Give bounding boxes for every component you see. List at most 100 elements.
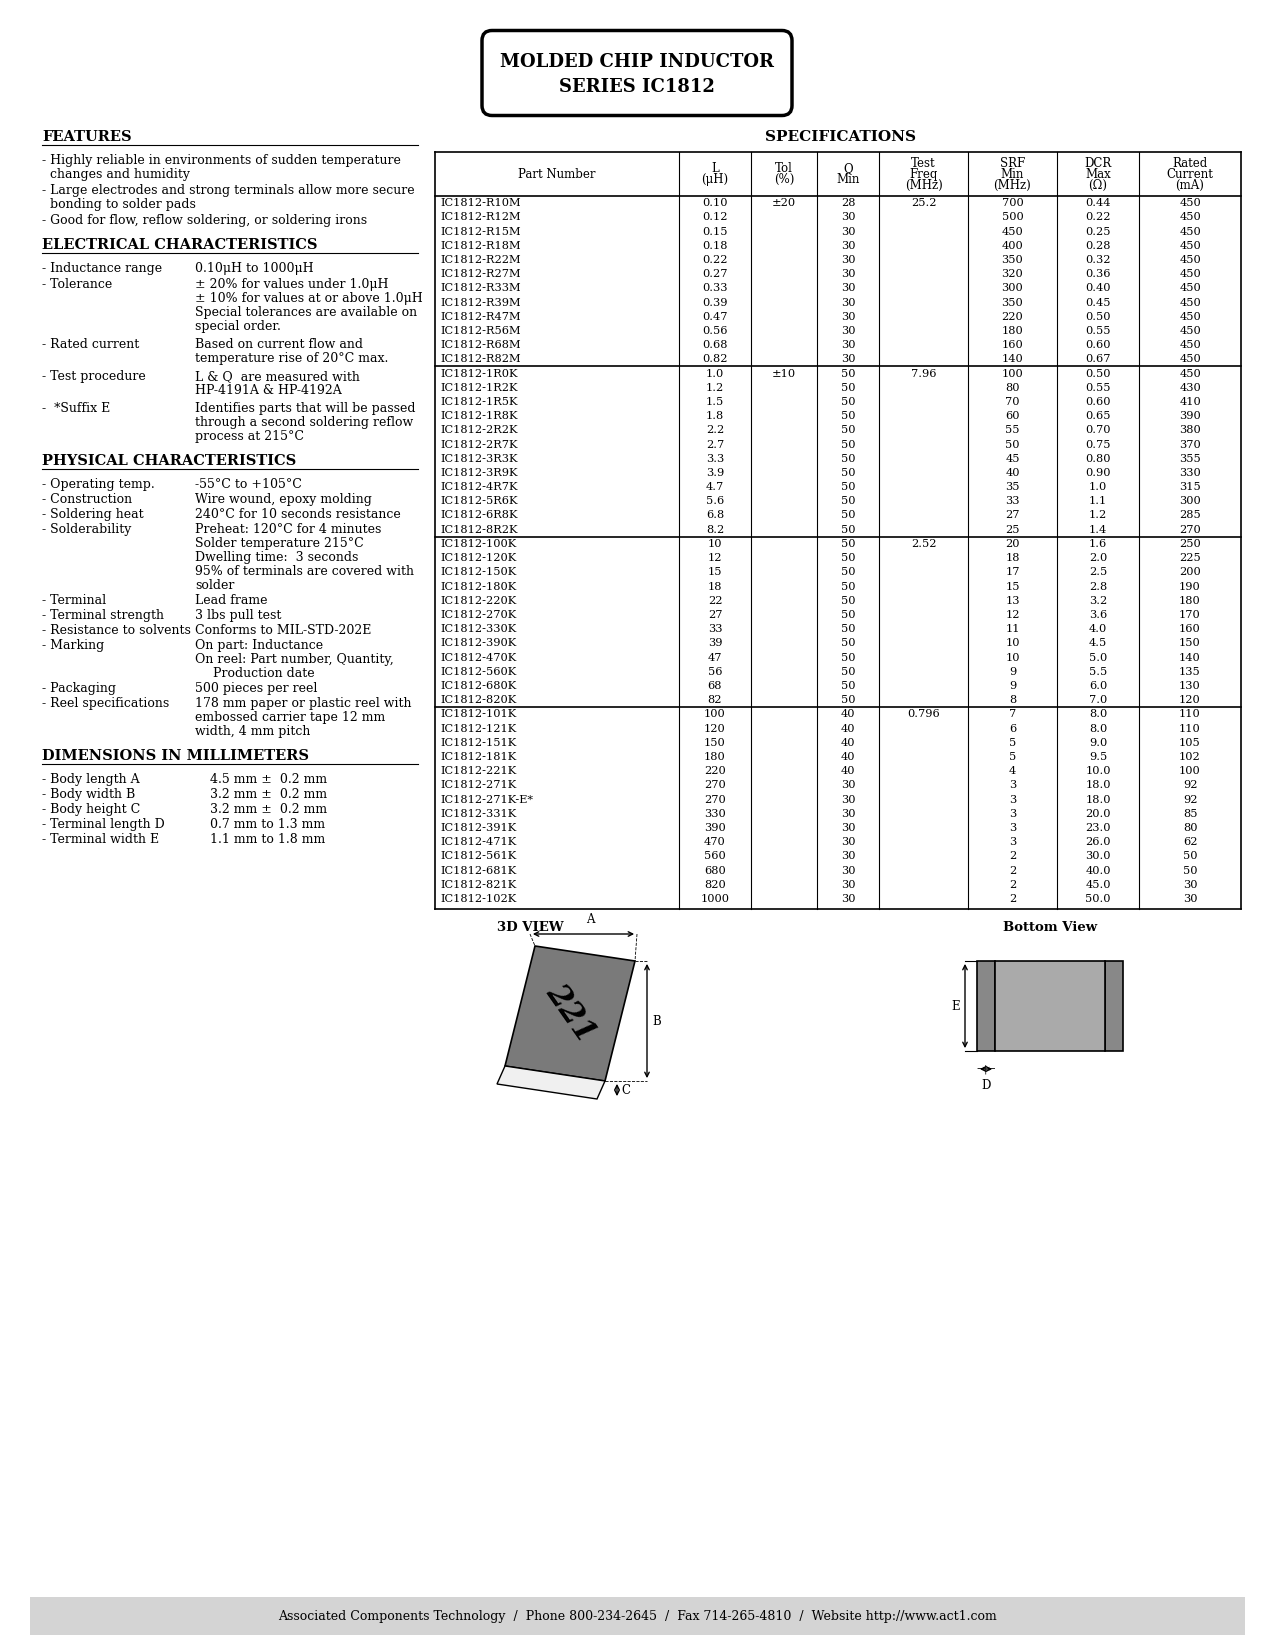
Text: IC1812-2R2K: IC1812-2R2K <box>440 426 518 436</box>
Text: 80: 80 <box>1005 383 1020 393</box>
Text: 0.33: 0.33 <box>703 284 728 294</box>
Text: 26.0: 26.0 <box>1085 837 1111 847</box>
Text: 0.18: 0.18 <box>703 241 728 251</box>
Text: 40: 40 <box>840 751 856 761</box>
Text: - Inductance range: - Inductance range <box>42 263 162 276</box>
Text: 50: 50 <box>840 568 856 578</box>
Text: L & Q  are measured with: L & Q are measured with <box>195 370 360 383</box>
Text: A: A <box>585 913 594 926</box>
Text: 8.2: 8.2 <box>706 525 724 535</box>
Text: - Soldering heat: - Soldering heat <box>42 509 144 522</box>
Polygon shape <box>497 1067 606 1100</box>
Text: IC1812-270K: IC1812-270K <box>440 609 516 619</box>
Text: 0.28: 0.28 <box>1085 241 1111 251</box>
Text: Identifies parts that will be passed: Identifies parts that will be passed <box>195 401 416 414</box>
Text: 50: 50 <box>840 667 856 677</box>
Text: 50: 50 <box>840 609 856 619</box>
Text: 3 lbs pull test: 3 lbs pull test <box>195 609 282 622</box>
Text: 50: 50 <box>840 680 856 690</box>
Text: IC1812-R33M: IC1812-R33M <box>440 284 520 294</box>
Text: - Rated current: - Rated current <box>42 338 139 352</box>
Text: 8.0: 8.0 <box>1089 723 1107 733</box>
Text: 4: 4 <box>1009 766 1016 776</box>
Text: Max: Max <box>1085 167 1111 180</box>
Text: 0.22: 0.22 <box>1085 213 1111 223</box>
Text: - Packaging: - Packaging <box>42 682 116 695</box>
Text: 2.8: 2.8 <box>1089 581 1107 591</box>
Text: IC1812-271K-E*: IC1812-271K-E* <box>440 794 533 804</box>
Text: 450: 450 <box>1179 269 1201 279</box>
Text: On reel: Part number, Quantity,: On reel: Part number, Quantity, <box>195 654 394 665</box>
Text: 50: 50 <box>840 454 856 464</box>
Text: 1.1: 1.1 <box>1089 497 1107 507</box>
Text: SRF: SRF <box>1000 157 1025 170</box>
Text: 50: 50 <box>840 383 856 393</box>
Text: 3: 3 <box>1009 822 1016 832</box>
Text: 0.22: 0.22 <box>703 254 728 264</box>
Text: 680: 680 <box>704 865 725 875</box>
Text: 225: 225 <box>1179 553 1201 563</box>
Text: 1.8: 1.8 <box>706 411 724 421</box>
Text: 100: 100 <box>1002 368 1024 378</box>
Text: 350: 350 <box>1002 254 1024 264</box>
Text: 40: 40 <box>840 738 856 748</box>
Text: - Good for flow, reflow soldering, or soldering irons: - Good for flow, reflow soldering, or so… <box>42 215 367 226</box>
Text: 135: 135 <box>1179 667 1201 677</box>
Text: 140: 140 <box>1002 355 1024 365</box>
Text: 50: 50 <box>840 411 856 421</box>
Text: 5.5: 5.5 <box>1089 667 1107 677</box>
Text: 15: 15 <box>1005 581 1020 591</box>
Text: 0.7 mm to 1.3 mm: 0.7 mm to 1.3 mm <box>210 817 325 830</box>
Text: Q: Q <box>843 162 853 175</box>
Text: Solder temperature 215°C: Solder temperature 215°C <box>195 537 363 550</box>
Text: 80: 80 <box>1183 822 1197 832</box>
Text: IC1812-R22M: IC1812-R22M <box>440 254 520 264</box>
Text: 1.1 mm to 1.8 mm: 1.1 mm to 1.8 mm <box>210 834 325 845</box>
Text: 50: 50 <box>840 581 856 591</box>
Text: 40.0: 40.0 <box>1085 865 1111 875</box>
Text: IC1812-221K: IC1812-221K <box>440 766 516 776</box>
Text: 0.75: 0.75 <box>1085 439 1111 449</box>
Text: FEATURES: FEATURES <box>42 130 131 144</box>
Text: 0.12: 0.12 <box>703 213 728 223</box>
Text: 0.60: 0.60 <box>1085 340 1111 350</box>
Text: changes and humidity: changes and humidity <box>50 168 190 182</box>
Text: 23.0: 23.0 <box>1085 822 1111 832</box>
Text: 270: 270 <box>704 781 725 791</box>
Text: IC1812-R18M: IC1812-R18M <box>440 241 520 251</box>
Text: 820: 820 <box>704 880 725 890</box>
Text: 50: 50 <box>840 482 856 492</box>
Text: 56: 56 <box>708 667 722 677</box>
Text: MOLDED CHIP INDUCTOR: MOLDED CHIP INDUCTOR <box>500 53 774 71</box>
Text: - Resistance to solvents: - Resistance to solvents <box>42 624 191 637</box>
Text: 30: 30 <box>840 241 856 251</box>
Text: 2.0: 2.0 <box>1089 553 1107 563</box>
Text: 100: 100 <box>704 710 725 720</box>
Text: 560: 560 <box>704 852 725 862</box>
Text: - Large electrodes and strong terminals allow more secure: - Large electrodes and strong terminals … <box>42 183 414 196</box>
Text: Part Number: Part Number <box>518 167 595 180</box>
Text: Conforms to MIL-STD-202E: Conforms to MIL-STD-202E <box>195 624 371 637</box>
Text: 30: 30 <box>840 880 856 890</box>
Text: ± 10% for values at or above 1.0μH: ± 10% for values at or above 1.0μH <box>195 292 423 305</box>
Text: 150: 150 <box>1179 639 1201 649</box>
Text: 450: 450 <box>1179 355 1201 365</box>
Text: Current: Current <box>1167 167 1214 180</box>
Text: IC1812-5R6K: IC1812-5R6K <box>440 497 518 507</box>
Text: 3: 3 <box>1009 794 1016 804</box>
Text: 220: 220 <box>1002 312 1024 322</box>
Text: 30: 30 <box>840 822 856 832</box>
Text: Dwelling time:  3 seconds: Dwelling time: 3 seconds <box>195 551 358 565</box>
Text: 0.47: 0.47 <box>703 312 728 322</box>
Text: special order.: special order. <box>195 320 280 334</box>
Text: 110: 110 <box>1179 723 1201 733</box>
Text: IC1812-330K: IC1812-330K <box>440 624 516 634</box>
Text: 450: 450 <box>1179 284 1201 294</box>
Text: - Operating temp.: - Operating temp. <box>42 479 154 490</box>
Text: 400: 400 <box>1002 241 1024 251</box>
Text: IC1812-220K: IC1812-220K <box>440 596 516 606</box>
Text: 13: 13 <box>1005 596 1020 606</box>
Text: width, 4 mm pitch: width, 4 mm pitch <box>195 725 310 738</box>
Text: 150: 150 <box>704 738 725 748</box>
Text: 92: 92 <box>1183 781 1197 791</box>
